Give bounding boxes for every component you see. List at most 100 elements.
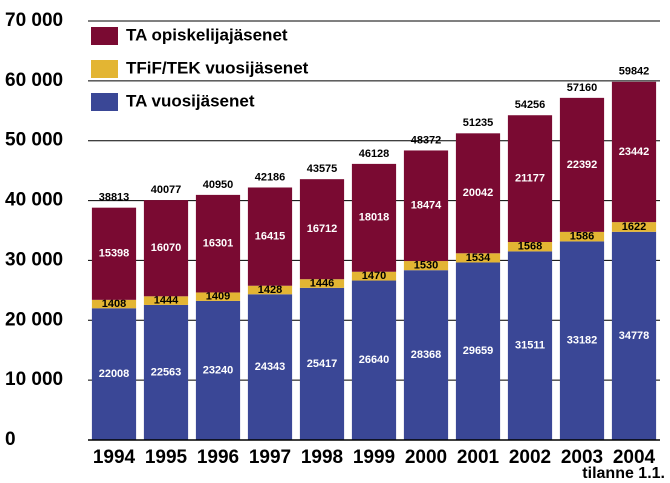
- y-tick-label: 70 000: [5, 10, 63, 31]
- value-label: 23442: [619, 146, 650, 158]
- value-label: 1444: [154, 295, 179, 307]
- legend-label: TA opiskelijajäsenet: [126, 25, 288, 44]
- x-tick-label: 2004: [613, 447, 656, 468]
- x-tick-label: 1994: [93, 447, 136, 468]
- bar-segment: [195, 194, 241, 293]
- bar-segment: [507, 115, 553, 242]
- y-tick-label: 10 000: [5, 369, 63, 390]
- value-label: 21177: [515, 173, 545, 185]
- value-label: 16301: [203, 238, 234, 250]
- value-label: 25417: [307, 358, 338, 370]
- bar-segment: [455, 133, 501, 254]
- bar-segment: [91, 308, 137, 440]
- bar-segment: [91, 207, 137, 300]
- total-label: 48372: [411, 134, 442, 146]
- legend-swatch: [91, 93, 118, 111]
- bar-segment: [455, 253, 501, 263]
- value-label: 18474: [411, 200, 442, 212]
- value-label: 16070: [151, 242, 182, 254]
- bar-segment: [195, 292, 241, 301]
- value-label: 16415: [255, 231, 286, 243]
- bar-segment: [351, 280, 397, 440]
- x-tick-label: 2002: [509, 447, 551, 468]
- value-label: 16712: [307, 223, 338, 235]
- legend-swatch: [91, 60, 118, 78]
- value-label: 24343: [255, 361, 286, 373]
- value-label: 20042: [463, 187, 494, 199]
- value-label: 1534: [466, 252, 491, 264]
- value-label: 26640: [359, 354, 390, 366]
- total-label: 40950: [203, 179, 234, 191]
- value-label: 22563: [151, 366, 182, 378]
- bar-segment: [455, 262, 501, 440]
- value-label: 1586: [570, 231, 594, 243]
- value-label: 22008: [99, 368, 130, 380]
- bar-segment: [559, 231, 605, 242]
- bar-segment: [143, 296, 189, 305]
- value-label: 1409: [206, 291, 230, 303]
- bar-segment: [403, 270, 449, 440]
- x-tick-label: 1998: [301, 447, 343, 468]
- bar-segment: [299, 179, 345, 280]
- y-tick-label: 50 000: [5, 130, 63, 151]
- bar-segment: [559, 241, 605, 440]
- bar-segment: [299, 287, 345, 440]
- value-label: 1530: [414, 260, 438, 272]
- legend-label: TA vuosijäsenet: [126, 91, 255, 110]
- bar-segment: [351, 163, 397, 272]
- x-tick-label: 2001: [457, 447, 500, 468]
- total-label: 54256: [515, 99, 546, 111]
- x-tick-label: 2003: [561, 447, 603, 468]
- bar-segment: [143, 200, 189, 297]
- bar-segment: [299, 279, 345, 288]
- bar-segment: [247, 294, 293, 440]
- bar-segment: [611, 231, 657, 440]
- legend-swatch: [91, 27, 118, 45]
- x-tick-label: 1995: [145, 447, 188, 468]
- x-tick-label: 1999: [353, 447, 395, 468]
- total-label: 59842: [619, 66, 650, 78]
- bar-segment: [351, 271, 397, 281]
- value-label: 23240: [203, 364, 234, 376]
- x-tick-label: 2000: [405, 447, 447, 468]
- value-label: 34778: [619, 330, 650, 342]
- bar-segment: [403, 150, 449, 262]
- value-label: 1428: [258, 284, 282, 296]
- value-label: 1622: [622, 221, 646, 233]
- total-label: 46128: [359, 148, 390, 160]
- total-label: 42186: [255, 171, 286, 183]
- bar-segment: [247, 187, 293, 286]
- bar-segment: [611, 81, 657, 223]
- value-label: 28368: [411, 349, 442, 361]
- y-tick-label: 60 000: [5, 70, 63, 91]
- total-label: 51235: [463, 117, 494, 129]
- y-tick-label: 20 000: [5, 309, 63, 330]
- bar-segment: [91, 299, 137, 309]
- bar-segment: [507, 251, 553, 440]
- value-label: 22392: [567, 159, 598, 171]
- bar-segment: [403, 261, 449, 271]
- y-tick-label: 0: [5, 429, 16, 450]
- legend-label: TFiF/TEK vuosijäsenet: [126, 58, 309, 77]
- note: tilanne 1.1.: [582, 465, 665, 482]
- x-tick-label: 1996: [197, 447, 239, 468]
- value-label: 29659: [463, 345, 494, 357]
- value-label: 1446: [310, 277, 334, 289]
- total-label: 57160: [567, 82, 598, 94]
- bar-segment: [247, 285, 293, 295]
- value-label: 31511: [515, 340, 545, 352]
- y-tick-label: 30 000: [5, 249, 63, 270]
- total-label: 38813: [99, 192, 130, 204]
- value-label: 18018: [359, 212, 390, 224]
- bar-segment: [507, 241, 553, 252]
- bar-segment: [195, 300, 241, 440]
- value-label: 15398: [99, 248, 130, 260]
- y-tick-label: 40 000: [5, 190, 63, 211]
- bar-segment: [611, 222, 657, 232]
- value-label: 1408: [102, 298, 126, 310]
- total-label: 40077: [151, 184, 182, 196]
- value-label: 33182: [567, 335, 598, 347]
- value-label: 1470: [362, 270, 386, 282]
- bar-segment: [559, 97, 605, 232]
